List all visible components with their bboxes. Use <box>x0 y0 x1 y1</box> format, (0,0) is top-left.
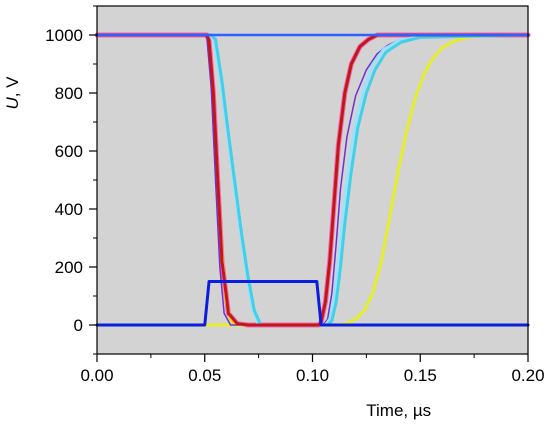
y-tick-label: 0 <box>74 316 83 335</box>
x-tick-label: 0.10 <box>296 366 329 385</box>
series-line-6 <box>95 33 530 327</box>
y-tick-label: 400 <box>55 200 83 219</box>
series-layer <box>94 32 531 328</box>
y-axis-title: U, V <box>3 76 22 110</box>
plot-background <box>97 6 528 354</box>
y-tick-label: 600 <box>55 142 83 161</box>
y-tick-label: 200 <box>55 258 83 277</box>
axis-layer: 0.00 0.05 0.10 0.15 0.20 0 200 400 600 800 1000 <box>45 5 545 385</box>
x-tick-label: 0.05 <box>188 366 221 385</box>
y-axis-title-symbol: U <box>3 97 22 110</box>
y-axis-title-unit: , V <box>3 76 22 97</box>
series-line-3 <box>95 33 530 327</box>
series-line-9 <box>95 280 530 327</box>
y-tick-label: 800 <box>55 84 83 103</box>
y-tick-label: 1000 <box>45 26 83 45</box>
x-tick-label: 0.15 <box>404 366 437 385</box>
x-tick-label: 0.00 <box>80 366 113 385</box>
x-axis-title: Time, µs <box>366 401 431 420</box>
x-tick-label: 0.20 <box>511 366 544 385</box>
